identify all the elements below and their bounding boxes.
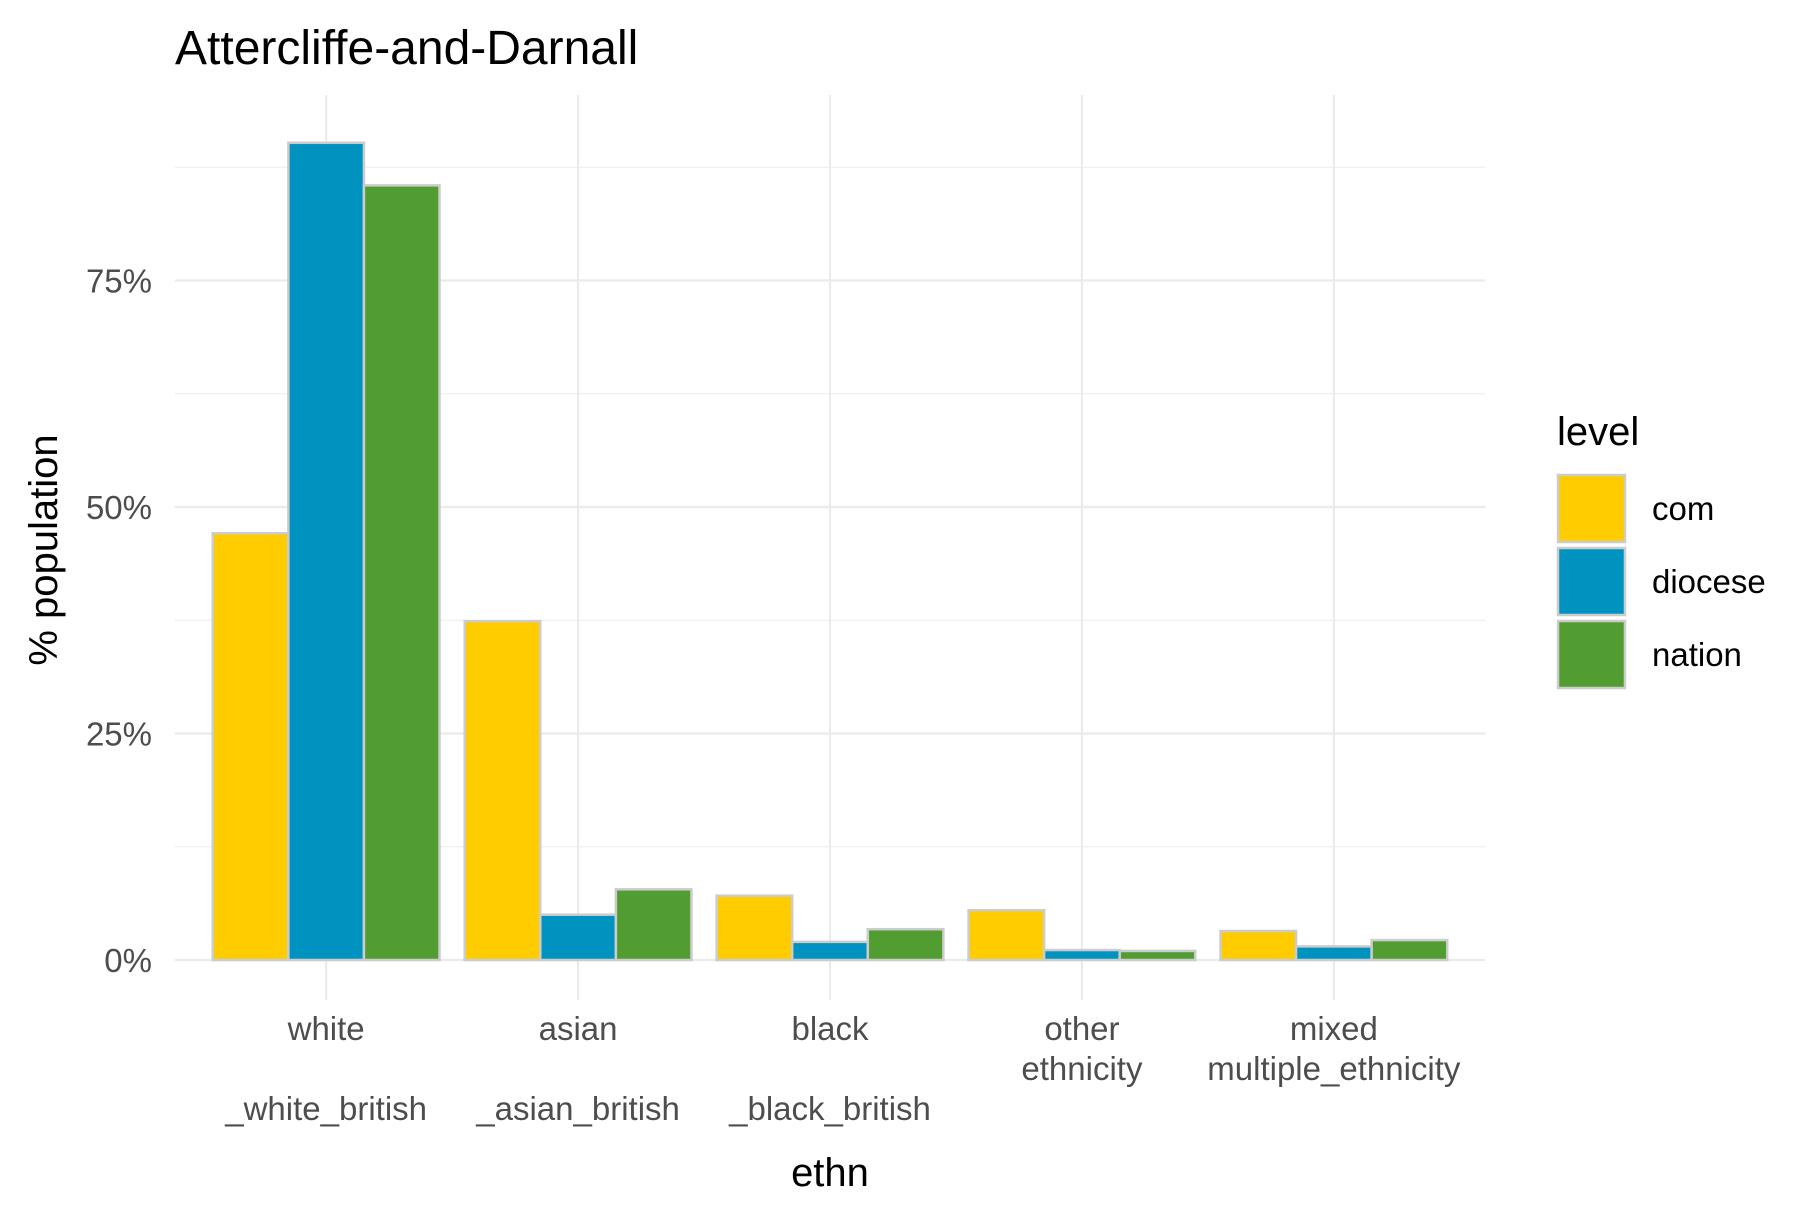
bar-nation [866, 927, 945, 962]
bar-diocese [287, 141, 366, 962]
x-axis-ticks: white _white_british asian _asian_british bl… [224, 1010, 1461, 1127]
legend: level com diocese nation [1556, 410, 1766, 690]
legend-key-nation [1556, 619, 1627, 690]
bar-diocese [1042, 948, 1121, 962]
bar-diocese [790, 940, 870, 962]
y-tick-label: 50% [86, 489, 152, 526]
legend-key-diocese [1556, 546, 1627, 617]
y-axis-title: % population [22, 434, 66, 665]
legend-label: diocese [1652, 563, 1766, 600]
bar-com [967, 908, 1046, 962]
x-tick-label: black _black_british [728, 1010, 931, 1127]
bar-nation [362, 184, 441, 962]
bar-nation [1370, 938, 1449, 962]
bar-com [1219, 929, 1298, 962]
legend-items: com diocese nation [1556, 473, 1766, 690]
x-tick-label: mixed multiple_ethnicity [1207, 1010, 1461, 1087]
x-tick-label: asian _asian_british [475, 1010, 680, 1127]
bar-com [463, 619, 542, 962]
x-tick-label: other ethnicity [1021, 1010, 1143, 1087]
legend-title: level [1557, 410, 1639, 454]
bar-nation [614, 888, 693, 962]
y-tick-label: 25% [86, 716, 152, 753]
y-axis-ticks: 0% 25% 50% 75% [86, 263, 152, 980]
bar-diocese [539, 913, 618, 962]
bar-com [715, 894, 794, 962]
bar-diocese [1294, 945, 1373, 962]
chart-title: Attercliffe-and-Darnall [175, 22, 638, 75]
y-tick-label: 0% [104, 942, 152, 979]
legend-key-com [1556, 473, 1627, 544]
bars [211, 141, 1449, 962]
bar-nation [1118, 949, 1197, 962]
bar-com [211, 532, 290, 962]
x-axis-title: ethn [791, 1151, 869, 1195]
y-tick-label: 75% [86, 263, 152, 300]
legend-label: com [1652, 490, 1714, 527]
x-tick-label: white _white_british [224, 1010, 427, 1127]
legend-label: nation [1652, 636, 1742, 673]
